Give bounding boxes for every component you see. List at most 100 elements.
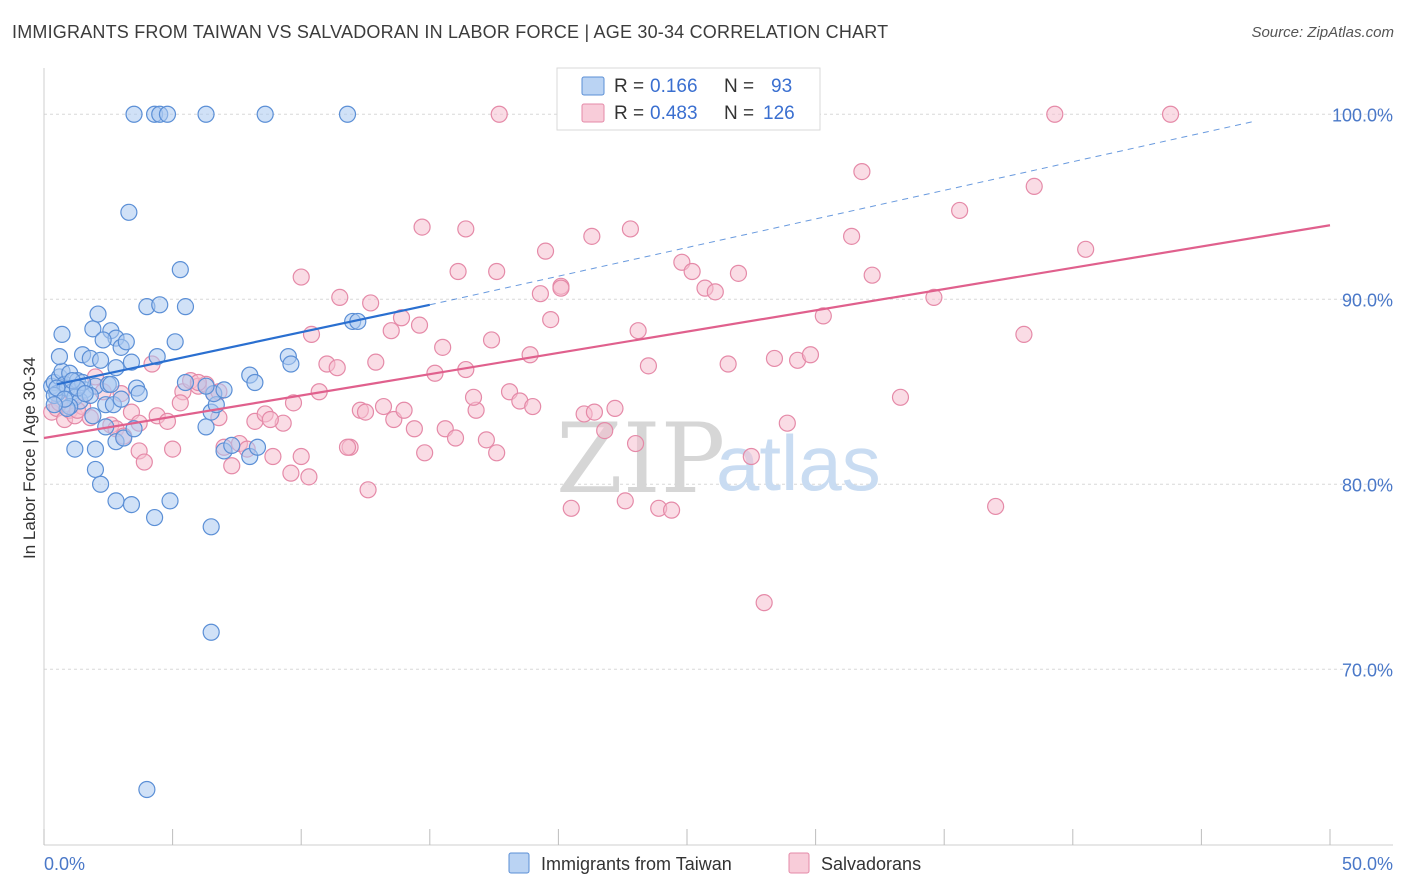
data-point-salvadoran (300, 468, 318, 486)
data-point-taiwan (248, 438, 267, 456)
data-point-salvadoran (292, 268, 310, 286)
data-point-taiwan (53, 325, 71, 343)
data-point-salvadoran (629, 322, 647, 340)
data-point-taiwan (86, 440, 105, 458)
data-point-salvadoran (801, 346, 820, 364)
data-point-taiwan (86, 460, 105, 479)
data-point-salvadoran (585, 403, 604, 421)
y-tick-label: 100.0% (1332, 105, 1393, 125)
data-point-salvadoran (395, 401, 413, 419)
data-point-salvadoran (755, 594, 773, 612)
data-point-salvadoran (482, 331, 501, 349)
data-point-taiwan (50, 348, 69, 366)
data-point-salvadoran (338, 438, 357, 456)
data-point-taiwan (246, 373, 264, 392)
trend-extension-taiwan (429, 121, 1253, 306)
y-tick-label: 70.0% (1342, 660, 1393, 680)
data-point-taiwan (122, 353, 141, 371)
data-point-taiwan (89, 305, 107, 323)
series-taiwan (43, 105, 367, 799)
legend-n-salvadoran: 126 (763, 103, 795, 124)
bottom-legend-swatch-taiwan (508, 852, 530, 874)
data-point-salvadoran (863, 266, 881, 284)
data-point-taiwan (197, 377, 215, 395)
data-point-salvadoran (542, 311, 560, 329)
data-point-salvadoran (367, 353, 385, 371)
data-point-salvadoran (405, 420, 423, 438)
data-point-salvadoran (1161, 105, 1180, 123)
data-point-salvadoran (374, 397, 393, 416)
data-point-taiwan (84, 407, 102, 425)
data-point-taiwan (256, 105, 274, 123)
data-point-salvadoran (621, 220, 640, 238)
data-point-salvadoran (951, 201, 969, 220)
data-point-salvadoran (616, 492, 634, 510)
data-point-salvadoran (536, 242, 555, 260)
data-point-taiwan (120, 203, 138, 221)
bottom-legend-salvadoran: Salvadorans (821, 854, 921, 874)
data-point-salvadoran (552, 279, 570, 297)
data-point-taiwan (102, 375, 120, 393)
y-tick-labels: 70.0% 80.0% 90.0% 100.0% (1332, 105, 1393, 680)
data-point-salvadoran (464, 388, 483, 406)
x-tick-label: 50.0% (1342, 854, 1393, 874)
data-point-taiwan (166, 333, 184, 351)
data-point-taiwan (176, 373, 195, 392)
data-point-taiwan (66, 440, 84, 458)
data-point-salvadoran (742, 447, 760, 466)
watermark-atlas: atlas (716, 419, 881, 507)
data-point-salvadoran (490, 105, 508, 123)
data-point-salvadoran (477, 431, 495, 449)
data-point-taiwan (158, 105, 177, 123)
data-point-salvadoran (171, 394, 189, 412)
data-point-salvadoran (891, 388, 910, 406)
data-point-taiwan (130, 385, 148, 403)
data-point-salvadoran (135, 453, 153, 471)
legend-swatch-salvadoran (581, 103, 605, 123)
gridlines (44, 113, 1393, 670)
y-tick-label: 80.0% (1342, 475, 1393, 495)
data-point-taiwan (45, 396, 63, 414)
data-point-salvadoran (446, 429, 465, 447)
data-point-salvadoran (264, 447, 282, 466)
data-point-taiwan (197, 418, 215, 436)
data-point-salvadoran (843, 227, 861, 245)
data-point-taiwan (338, 105, 357, 123)
data-point-salvadoran (626, 434, 645, 453)
data-point-taiwan (215, 381, 233, 399)
data-point-salvadoran (282, 464, 300, 482)
watermark: ZIP atlas (556, 403, 881, 515)
legend-swatch-taiwan (581, 76, 605, 96)
data-point-taiwan (125, 105, 143, 123)
data-point-taiwan (171, 261, 189, 279)
data-point-taiwan (282, 355, 300, 373)
data-point-salvadoran (488, 262, 506, 281)
data-point-salvadoran (987, 497, 1005, 516)
bottom-legend-swatch-salvadoran (788, 852, 810, 874)
data-point-salvadoran (359, 481, 377, 499)
data-point-salvadoran (778, 414, 796, 432)
data-point-taiwan (138, 780, 156, 799)
data-point-taiwan (91, 351, 110, 369)
data-point-salvadoran (328, 359, 346, 377)
source-label: Source: ZipAtlas.com (1251, 24, 1394, 41)
series-legend: Immigrants from Taiwan Salvadorans (508, 852, 921, 874)
data-point-salvadoran (292, 447, 310, 466)
y-tick-label: 90.0% (1342, 290, 1393, 310)
axes (43, 68, 1393, 846)
legend-r-label-salvadoran: R = (614, 103, 644, 124)
data-point-taiwan (107, 492, 125, 510)
x-tick-label: 0.0% (44, 854, 85, 874)
data-point-taiwan (202, 518, 220, 536)
data-point-salvadoran (284, 394, 303, 412)
data-point-taiwan (145, 508, 164, 527)
data-point-taiwan (197, 105, 215, 123)
data-point-salvadoran (1077, 240, 1095, 258)
data-point-salvadoran (719, 355, 737, 373)
data-point-salvadoran (1046, 105, 1064, 123)
data-point-salvadoran (223, 457, 241, 475)
series-salvadorans (43, 105, 1180, 612)
data-point-taiwan (112, 390, 130, 408)
data-point-taiwan (122, 496, 141, 514)
